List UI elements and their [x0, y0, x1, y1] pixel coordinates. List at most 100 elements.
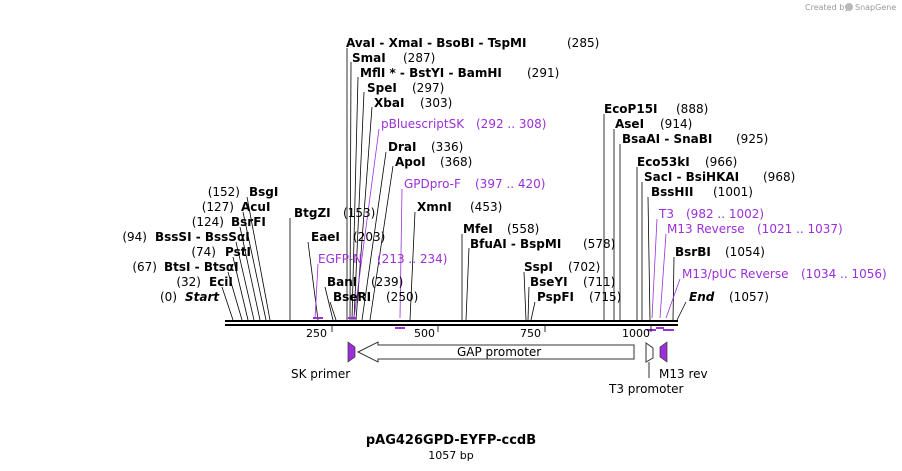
site-pos: (250) — [386, 290, 418, 304]
site-pos: (453) — [470, 200, 502, 214]
primer-label[interactable]: T3 — [658, 207, 674, 221]
site-pos: (152) — [208, 185, 240, 199]
end-pos: (1057) — [729, 290, 769, 304]
site-label[interactable]: BtsI - BtsαI — [164, 260, 239, 274]
primer-label[interactable]: EGFP-N — [318, 252, 362, 266]
site-label[interactable]: BsaAI - SnaBI — [622, 132, 712, 146]
site-pos: (368) — [440, 155, 472, 169]
site-pos: (153) — [343, 206, 375, 220]
site-pos: (711) — [583, 275, 615, 289]
site-pos: (1001) — [713, 185, 753, 199]
site-pos: (578) — [583, 237, 615, 251]
site-pos: (558) — [507, 222, 539, 236]
axis-tick-marks — [331, 326, 652, 332]
map-length: 1057 bp — [428, 449, 473, 462]
t3-promoter-feature[interactable] — [645, 342, 654, 363]
backbone-top-strand — [225, 320, 678, 322]
site-label[interactable]: BseYI — [530, 275, 568, 289]
site-pos: (925) — [736, 132, 768, 146]
site-pos: (67) — [132, 260, 157, 274]
primer-leader-lines — [314, 128, 681, 319]
site-label[interactable]: PstI — [225, 245, 251, 259]
primer-range: (1034 .. 1056) — [801, 267, 887, 281]
site-pos: (968) — [763, 170, 795, 184]
axis-tick-750: 750 — [520, 327, 541, 340]
end-label: End — [689, 290, 715, 304]
site-label[interactable]: SmaI — [352, 51, 386, 65]
site-label[interactable]: MflI * - BstYI - BamHI — [360, 66, 502, 80]
site-pos: (1054) — [725, 245, 765, 259]
site-label[interactable]: EcoP15I — [604, 102, 658, 116]
sk-primer-label: SK primer — [291, 367, 350, 381]
site-label[interactable]: BanI — [327, 275, 357, 289]
site-label[interactable]: XmnI — [417, 200, 452, 214]
site-label[interactable]: ApoI — [395, 155, 426, 169]
site-label[interactable]: BsrBI — [675, 245, 711, 259]
axis-tick-250: 250 — [306, 327, 327, 340]
site-label[interactable]: PspFI — [537, 290, 574, 304]
site-label[interactable]: EciI — [209, 275, 233, 289]
gap-promoter-feature[interactable] — [356, 341, 635, 363]
leader-lines — [221, 48, 687, 321]
site-pos: (32) — [176, 275, 201, 289]
site-pos: (297) — [412, 81, 444, 95]
map-title: pAG426GPD-EYFP-ccdB — [366, 433, 536, 448]
site-pos: (966) — [705, 155, 737, 169]
site-label[interactable]: SacI - BsiHKAI — [644, 170, 739, 184]
site-label[interactable]: BssSI - BssSαI — [155, 230, 250, 244]
primer-marks — [313, 317, 674, 331]
m13-rev-feature[interactable] — [659, 341, 668, 363]
site-label[interactable]: MfeI — [463, 222, 493, 236]
site-pos: (914) — [660, 117, 692, 131]
site-label[interactable]: Eco53kI — [637, 155, 690, 169]
site-label[interactable]: BfuAI - BspMI — [470, 237, 561, 251]
site-pos: (291) — [527, 66, 559, 80]
site-pos: (124) — [192, 215, 224, 229]
primer-range: (213 .. 234) — [377, 252, 447, 266]
primer-label[interactable]: GPDpro-F — [404, 177, 461, 191]
site-pos: (702) — [568, 260, 600, 274]
sk-primer-feature[interactable] — [347, 341, 356, 363]
site-pos: (336) — [431, 140, 463, 154]
site-label[interactable]: BsgI — [249, 185, 278, 199]
site-pos: (239) — [371, 275, 403, 289]
site-label[interactable]: BseRI — [333, 290, 371, 304]
backbone-bottom-strand — [225, 324, 678, 326]
site-pos: (74) — [191, 245, 216, 259]
primer-label[interactable]: pBluescriptSK — [381, 117, 465, 131]
start-pos: (0) — [160, 290, 177, 304]
site-label[interactable]: BssHII — [651, 185, 693, 199]
site-pos: (127) — [202, 200, 234, 214]
site-label[interactable]: BtgZI — [294, 206, 331, 220]
site-label[interactable]: DraI — [388, 140, 416, 154]
start-label: Start — [185, 290, 220, 304]
site-label[interactable]: SspI — [524, 260, 553, 274]
axis-tick-1000: 1000 — [622, 327, 650, 340]
m13-rev-label: M13 rev — [659, 367, 708, 381]
gap-promoter-label: GAP promoter — [457, 345, 541, 359]
site-label[interactable]: AseI — [615, 117, 644, 131]
credit-text: Created by — [805, 3, 849, 12]
site-pos: (888) — [676, 102, 708, 116]
site-label[interactable]: EaeI — [311, 230, 340, 244]
primer-range: (1021 .. 1037) — [757, 222, 843, 236]
site-pos: (203) — [353, 230, 385, 244]
site-label[interactable]: AcuI — [241, 200, 270, 214]
site-label[interactable]: XbaI — [374, 96, 404, 110]
primer-label[interactable]: M13/pUC Reverse — [682, 267, 789, 281]
site-pos: (715) — [589, 290, 621, 304]
primer-range: (292 .. 308) — [476, 117, 546, 131]
site-label[interactable]: BsrFI — [231, 215, 266, 229]
credit-brand: SnapGene — [855, 3, 896, 12]
primer-label[interactable]: M13 Reverse — [667, 222, 745, 236]
primer-range: (982 .. 1002) — [686, 207, 764, 221]
site-pos: (303) — [420, 96, 452, 110]
site-pos: (285) — [567, 36, 599, 50]
axis-tick-500: 500 — [414, 327, 435, 340]
site-label[interactable]: SpeI — [367, 81, 397, 95]
site-label[interactable]: AvaI - XmaI - BsoBI - TspMI — [346, 36, 526, 50]
site-pos: (287) — [403, 51, 435, 65]
t3-promoter-label: T3 promoter — [608, 382, 684, 396]
